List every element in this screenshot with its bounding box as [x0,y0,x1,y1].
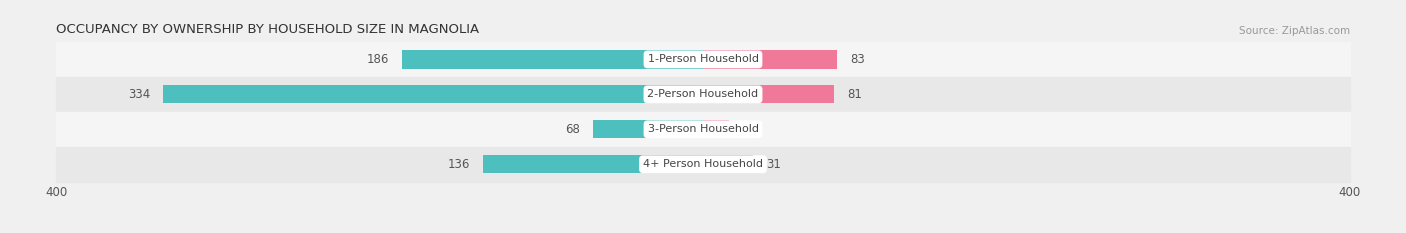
Bar [703,85,834,103]
Bar [56,42,1350,77]
Bar [593,120,703,138]
Text: 31: 31 [766,158,780,171]
Text: 334: 334 [128,88,150,101]
Text: 16: 16 [742,123,756,136]
Text: 3-Person Household: 3-Person Household [648,124,758,134]
Text: OCCUPANCY BY OWNERSHIP BY HOUSEHOLD SIZE IN MAGNOLIA: OCCUPANCY BY OWNERSHIP BY HOUSEHOLD SIZE… [56,23,479,36]
Text: 4+ Person Household: 4+ Person Household [643,159,763,169]
Bar [56,77,1350,112]
Text: 136: 136 [447,158,470,171]
Bar [703,50,837,69]
Text: 68: 68 [565,123,581,136]
Bar [703,120,728,138]
Bar [402,50,703,69]
Text: 1-Person Household: 1-Person Household [648,55,758,64]
Text: 2-Person Household: 2-Person Household [647,89,759,99]
Bar [56,147,1350,182]
Text: Source: ZipAtlas.com: Source: ZipAtlas.com [1239,26,1350,36]
Text: 83: 83 [851,53,865,66]
Bar [484,155,703,173]
Text: 186: 186 [367,53,389,66]
Text: 81: 81 [846,88,862,101]
Bar [703,155,754,173]
Bar [56,112,1350,147]
Bar [163,85,703,103]
